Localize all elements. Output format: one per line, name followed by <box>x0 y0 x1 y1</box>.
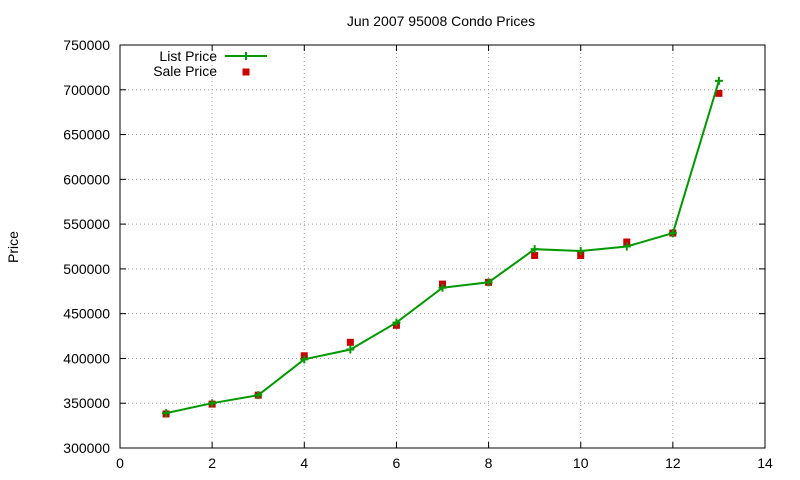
list-price-point <box>162 409 171 418</box>
axis-ticks <box>119 44 766 449</box>
y-tick-label: 300000 <box>63 440 110 456</box>
x-tick-label: 12 <box>665 455 681 471</box>
y-tick-label: 400000 <box>63 350 110 366</box>
legend: List Price Sale Price <box>153 48 267 79</box>
list-price-point <box>438 283 447 292</box>
grid <box>120 45 765 448</box>
x-tick-label: 0 <box>116 455 124 471</box>
plot-frame <box>119 44 766 449</box>
y-tick-label: 650000 <box>63 127 110 143</box>
x-tick-label: 4 <box>300 455 308 471</box>
series <box>162 76 723 418</box>
list-price-point <box>668 229 677 238</box>
list-price-point <box>622 242 631 251</box>
list-price-point <box>346 345 355 354</box>
legend-marker-sale-price <box>242 68 250 76</box>
list-price-line <box>165 80 720 415</box>
list-price-point <box>484 278 493 287</box>
x-tick-label: 2 <box>208 455 216 471</box>
x-tick-label: 8 <box>485 455 493 471</box>
legend-plus-marker <box>242 52 250 60</box>
sale-price-point <box>715 89 723 97</box>
sale-price-point <box>346 338 354 346</box>
x-tick-label: 10 <box>573 455 589 471</box>
legend-square-marker <box>242 68 250 76</box>
list-price-point <box>576 246 585 255</box>
legend-marker-list-price <box>242 52 250 60</box>
list-price-point <box>714 76 723 85</box>
y-tick-label: 500000 <box>63 261 110 277</box>
y-tick-labels: 300000 350000 400000 450000 500000 550000 6000… <box>63 37 110 456</box>
sale-price-point <box>623 238 631 246</box>
legend-label-sale-price: Sale Price <box>153 63 217 79</box>
series-list-price <box>162 76 723 418</box>
y-tick-label: 750000 <box>63 37 110 53</box>
y-tick-label: 700000 <box>63 82 110 98</box>
series-sale-price <box>162 89 723 418</box>
x-tick-label: 14 <box>757 455 773 471</box>
y-tick-label: 450000 <box>63 306 110 322</box>
y-axis-label: Price <box>5 231 21 263</box>
list-price-point <box>300 355 309 364</box>
chart-title: Jun 2007 95008 Condo Prices <box>347 13 535 29</box>
legend-label-list-price: List Price <box>159 48 217 64</box>
list-price-point <box>254 391 263 400</box>
list-price-point <box>208 399 217 408</box>
list-price-point <box>530 245 539 254</box>
sale-price-point <box>577 251 585 259</box>
x-tick-labels: 0 2 4 6 8 10 12 14 <box>116 455 773 471</box>
y-tick-label: 350000 <box>63 395 110 411</box>
y-tick-label: 600000 <box>63 171 110 187</box>
x-tick-label: 6 <box>393 455 401 471</box>
list-price-point <box>392 318 401 327</box>
sale-price-point <box>531 251 539 259</box>
y-tick-label: 550000 <box>63 216 110 232</box>
